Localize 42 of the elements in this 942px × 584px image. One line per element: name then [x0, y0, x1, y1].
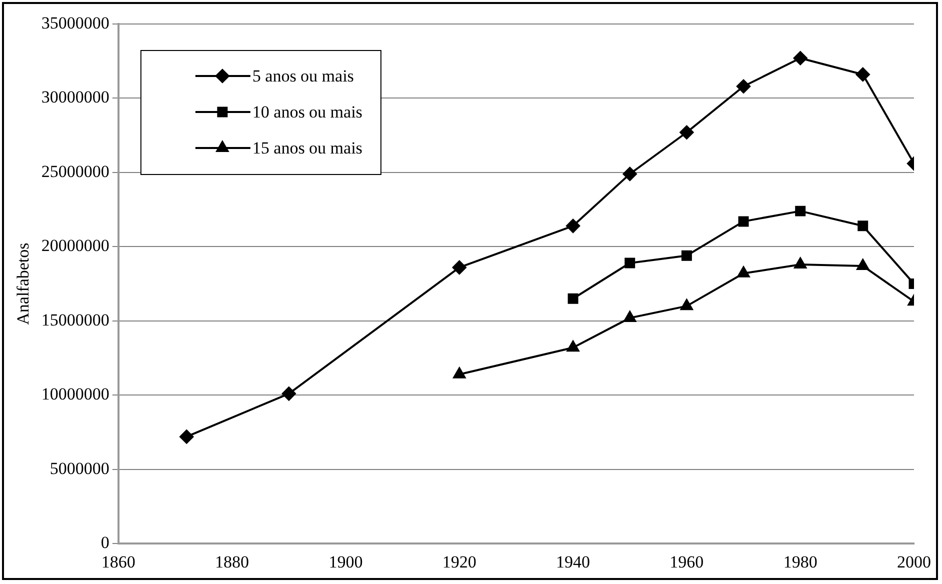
- point: [681, 250, 692, 261]
- point: [738, 216, 749, 227]
- point: [282, 386, 296, 401]
- point: [624, 258, 636, 268]
- point: [736, 79, 751, 94]
- y-axis-title: Analfabetos: [14, 242, 33, 325]
- y-tick-label: 20000000: [41, 236, 110, 256]
- y-tick-label: 10000000: [41, 384, 110, 404]
- y-tick-label: 35000000: [41, 13, 110, 32]
- point: [856, 258, 870, 270]
- x-tick-label: 1900: [328, 552, 363, 572]
- point: [795, 206, 806, 216]
- y-tick-label: 30000000: [41, 88, 110, 107]
- point: [180, 430, 194, 444]
- y-tick-label: 25000000: [41, 162, 110, 181]
- legend-label: 15 anos ou mais: [252, 138, 362, 158]
- point: [856, 67, 870, 82]
- point: [793, 51, 808, 66]
- x-tick-label: 2000: [897, 552, 931, 572]
- legend-label: 5 anos ou mais: [252, 66, 354, 86]
- x-tick-label: 1860: [101, 552, 136, 572]
- point: [568, 293, 578, 304]
- x-tick-label: 1940: [556, 552, 590, 572]
- point: [453, 367, 466, 378]
- point: [566, 218, 580, 233]
- point: [737, 266, 750, 278]
- legend-label: 10 anos ou mais: [252, 102, 362, 122]
- point: [452, 260, 466, 274]
- y-tick-label: 0: [100, 533, 110, 552]
- x-tick-label: 1980: [783, 552, 818, 572]
- point: [680, 299, 693, 310]
- point: [794, 258, 807, 268]
- x-tick-label: 1880: [215, 552, 250, 572]
- point: [858, 220, 868, 232]
- x-tick-label: 1960: [670, 552, 704, 572]
- point: [622, 166, 637, 181]
- x-tick-label: 1920: [442, 552, 476, 572]
- y-tick-label: 5000000: [50, 458, 110, 478]
- point: [680, 125, 694, 140]
- point: [566, 340, 580, 352]
- y-tick-label: 15000000: [41, 310, 110, 330]
- point: [624, 310, 636, 322]
